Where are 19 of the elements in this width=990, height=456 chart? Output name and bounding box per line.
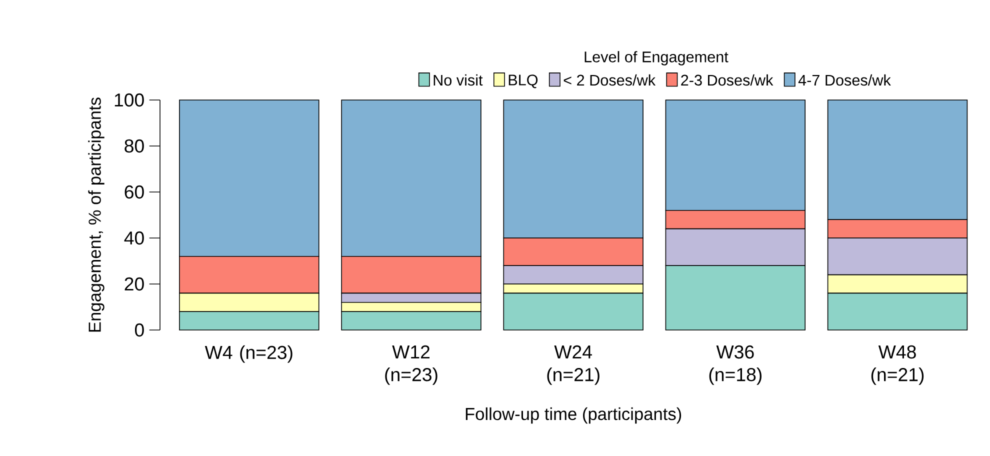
x-tick-label: W24 (n=21) xyxy=(547,345,600,385)
legend-label: < 2 Doses/wk xyxy=(564,74,656,86)
x-tick-label: W36 (n=18) xyxy=(709,345,762,385)
y-axis-title: Engagement, % of participants xyxy=(88,98,104,332)
legend-title: Level of Engagement xyxy=(584,51,728,66)
legend-label: BLQ xyxy=(508,74,538,88)
y-tick-label: 60 xyxy=(124,185,144,199)
legend-label: 2-3 Doses/wk xyxy=(681,74,774,86)
y-tick-label: 0 xyxy=(134,323,144,337)
y-tick-label: 20 xyxy=(124,277,144,291)
legend-label: 4-7 Doses/wk xyxy=(798,74,891,86)
x-tick-label: W48 (n=21) xyxy=(871,345,924,385)
y-tick-label: 80 xyxy=(124,139,144,153)
x-tick-label: W4 (n=23) xyxy=(204,345,292,363)
y-tick-label: 100 xyxy=(114,93,144,107)
x-tick-label: W12 (n=23) xyxy=(385,345,438,385)
legend-label: No visit xyxy=(434,74,483,86)
x-axis-title: Follow-up time (participants) xyxy=(466,407,682,424)
y-tick-label: 40 xyxy=(124,231,144,245)
